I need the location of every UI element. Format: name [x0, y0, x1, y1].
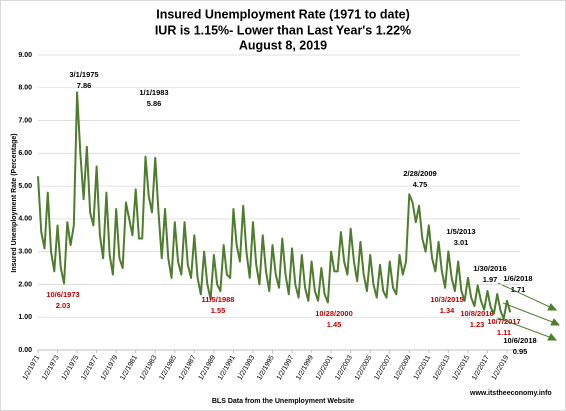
annotation-date: 1/6/2018 — [503, 274, 532, 283]
trend-arrow — [497, 317, 553, 339]
annotation-value: 1.34 — [440, 306, 455, 315]
arrow-head — [550, 318, 561, 326]
arrow-head — [547, 303, 558, 311]
annotation-date: 3/1/1975 — [69, 70, 98, 79]
data-line — [37, 91, 512, 320]
annotation-value: 2.03 — [56, 301, 71, 310]
y-tick-label: 0.00 — [18, 347, 32, 354]
source: www.itstheeconomy.info — [469, 390, 552, 397]
annotation-date: 10/8/2016 — [460, 309, 493, 318]
trend-arrow — [502, 302, 556, 324]
annotation-value: 1.71 — [511, 285, 526, 294]
annotation-date: 10/6/1973 — [46, 290, 79, 299]
annotation-value: 1.97 — [483, 275, 498, 284]
annotation-date: 1/1/1983 — [139, 88, 168, 97]
annotation-date: 11/5/1988 — [202, 295, 235, 304]
trend-arrows — [497, 282, 561, 341]
y-tick-label: 1.00 — [18, 314, 32, 321]
annotation-value: 5.86 — [147, 99, 162, 108]
chart-subtitle: IUR is 1.15%- Lower than Last Year's 1.2… — [155, 23, 411, 37]
annotation-date: 2/28/2009 — [403, 169, 436, 178]
y-tick-label: 7.00 — [18, 117, 32, 124]
y-tick-label: 3.00 — [18, 249, 32, 256]
chart-date: August 8, 2019 — [239, 38, 327, 52]
annotation-date: 10/6/2018 — [503, 336, 536, 345]
arrow-head — [547, 333, 558, 341]
x-axis-label: BLS Data from the Unemployment Website — [212, 398, 354, 405]
annotation-value: 7.86 — [77, 81, 92, 90]
annotation-value: 4.75 — [413, 180, 428, 189]
y-tick-label: 2.00 — [18, 281, 32, 288]
y-tick-label: 9.00 — [18, 52, 32, 59]
annotation-value: 3.01 — [454, 238, 469, 247]
annotation-value: 0.95 — [513, 347, 528, 356]
annotation-value: 1.55 — [211, 306, 226, 315]
trend-arrow — [497, 282, 553, 309]
annotation-date: 10/3/2015 — [430, 295, 463, 304]
annotation-value: 1.23 — [470, 320, 485, 329]
chart-title: Insured Unemployment Rate (1971 to date) — [156, 7, 410, 21]
annotation-date: 10/7/2017 — [487, 317, 520, 326]
annotation-date: 10/28/2000 — [315, 309, 353, 318]
y-tick-label: 4.00 — [18, 216, 32, 223]
annotation-value: 1.45 — [327, 320, 342, 329]
y-tick-label: 6.00 — [18, 150, 32, 157]
y-tick-label: 5.00 — [18, 183, 32, 190]
annotation-date: 1/5/2013 — [446, 227, 475, 236]
y-tick-label: 8.00 — [18, 85, 32, 92]
annotation-date: 1/30/2016 — [473, 264, 506, 273]
y-axis-label: Insured Unemployment Rate (Percentage) — [11, 133, 18, 272]
annotation-value: 1.11 — [497, 328, 511, 337]
